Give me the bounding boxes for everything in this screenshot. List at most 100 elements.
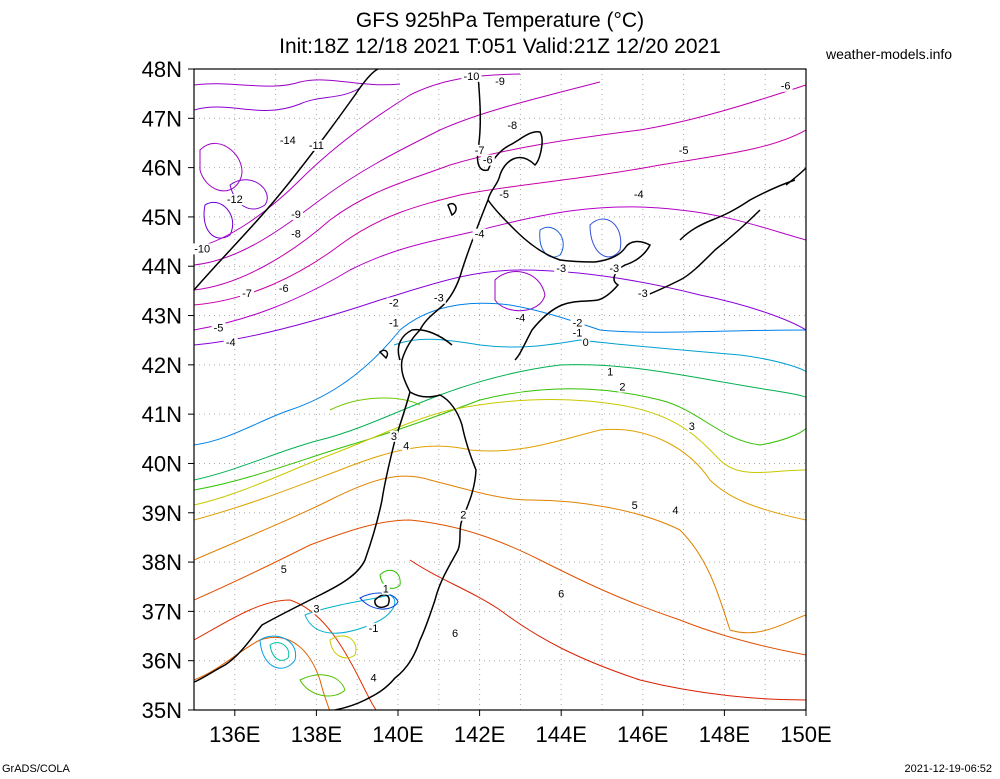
lon-label: 150E	[780, 722, 831, 747]
contour-label: -7	[475, 145, 485, 157]
lat-label: 42N	[142, 353, 182, 378]
contour-label: -2	[389, 298, 399, 310]
contour-label: -6	[483, 155, 493, 167]
latitude-labels: 48N 47N 46N 45N 44N 43N 42N 41N 40N 39N 38N 37N 36N 3…	[142, 57, 182, 723]
contour-label: 5	[632, 500, 638, 512]
lat-label: 35N	[142, 698, 182, 723]
contour-lines	[194, 73, 806, 710]
contour-label-bg	[276, 282, 291, 294]
map-title: GFS 925hPa Temperature (°C)	[355, 9, 645, 32]
contour-label: 3	[313, 603, 319, 615]
contour-label-bg	[192, 243, 213, 255]
contour-label-bg	[505, 120, 520, 132]
contour-label: -14	[280, 135, 296, 147]
contour-label: 2	[460, 510, 466, 522]
contour-label: -4	[475, 229, 485, 241]
graticule-grid	[194, 69, 806, 710]
contour-label: -9	[495, 76, 505, 88]
map-frame	[193, 68, 807, 711]
contour-label-bg	[289, 228, 303, 240]
contour-label-bg	[386, 317, 401, 329]
contour-label: 0	[583, 337, 589, 349]
contour-label-bg	[570, 317, 585, 329]
coastline	[194, 69, 806, 710]
lat-label: 43N	[142, 304, 182, 329]
contour-label: 2	[619, 382, 625, 394]
lon-label: 144E	[536, 722, 587, 747]
lat-label: 47N	[142, 106, 182, 131]
longitude-labels: 136E 138E 140E 142E 144E 146E 148E 150E	[209, 722, 832, 747]
contour-label-bg	[451, 628, 460, 640]
contour-label: -11	[309, 140, 324, 152]
contour-label: 3	[391, 431, 397, 443]
contour-label: -1	[389, 317, 399, 329]
contour-label: -1	[369, 623, 379, 635]
contour-label-bg	[277, 134, 298, 146]
contour-label-bg	[497, 189, 512, 201]
contour-label-bg	[369, 672, 378, 684]
footer-timestamp: 2021-12-19-06:52	[904, 763, 992, 775]
contour-label-bg	[366, 623, 381, 635]
contour-label: -5	[679, 145, 689, 157]
contour-label-bg	[618, 381, 627, 393]
contour-label-bg	[557, 588, 566, 600]
contour-label-bg	[554, 263, 569, 275]
contour-label-bg	[671, 504, 680, 516]
contour-label-bg	[687, 420, 696, 432]
contour-label: -3	[434, 293, 444, 305]
contour-label: 1	[607, 367, 613, 379]
contour-label-bg	[513, 312, 528, 324]
contour-label-bg	[480, 154, 495, 166]
contour-label-bg	[493, 75, 507, 87]
contour-label: 5	[281, 564, 287, 576]
contour-label: -1	[573, 327, 583, 339]
contour-label: 4	[403, 441, 409, 453]
contour-label-bg	[211, 322, 226, 334]
contour-label-bg	[472, 228, 487, 240]
map-subtitle: Init:18Z 12/18 2021 T:051 Valid:21Z 12/2…	[279, 35, 721, 58]
contour-label-bg	[472, 144, 487, 156]
contour-label: 4	[370, 672, 376, 684]
contour-label-bg	[570, 327, 585, 339]
contour-label-bg	[279, 563, 288, 575]
contour-label-bg	[312, 603, 321, 615]
contour-label-bg	[381, 583, 390, 595]
contour-label-bg	[606, 366, 615, 378]
contour-label-bg	[459, 509, 468, 521]
lat-label: 38N	[142, 550, 182, 575]
contour-label: -9	[291, 209, 301, 221]
lat-label: 36N	[142, 649, 182, 674]
contour-label: -10	[194, 243, 210, 255]
lat-label: 44N	[142, 254, 182, 279]
contour-label-bg	[389, 430, 398, 442]
contour-label-bg	[240, 287, 255, 299]
contour-label: 3	[689, 421, 695, 433]
lon-label: 136E	[209, 722, 260, 747]
lon-label: 140E	[372, 722, 423, 747]
contour-label-bg	[635, 287, 650, 299]
lat-label: 41N	[142, 402, 182, 427]
lat-label: 40N	[142, 451, 182, 476]
contour-label: -3	[609, 263, 619, 275]
contour-label: -8	[291, 229, 301, 241]
contour-label: -3	[556, 263, 566, 275]
contour-label-bg	[386, 297, 401, 309]
lat-label: 37N	[142, 599, 182, 624]
contour-label-bg	[778, 80, 793, 92]
contour-label: 6	[558, 589, 564, 601]
contour-label: -12	[227, 194, 243, 206]
axis-ticks	[188, 68, 807, 716]
contour-label-bg	[431, 292, 446, 304]
contour-label-bg	[224, 194, 245, 206]
contour-label: -4	[634, 189, 644, 201]
lon-label: 146E	[617, 722, 668, 747]
contour-label: -2	[573, 317, 583, 329]
contour-label: 6	[452, 628, 458, 640]
contour-label-bg	[607, 263, 622, 275]
contour-label-bg	[581, 337, 590, 349]
lat-label: 39N	[142, 501, 182, 526]
contour-label-bg	[289, 208, 303, 220]
contour-label: -10	[463, 71, 479, 83]
lat-label: 46N	[142, 156, 182, 181]
